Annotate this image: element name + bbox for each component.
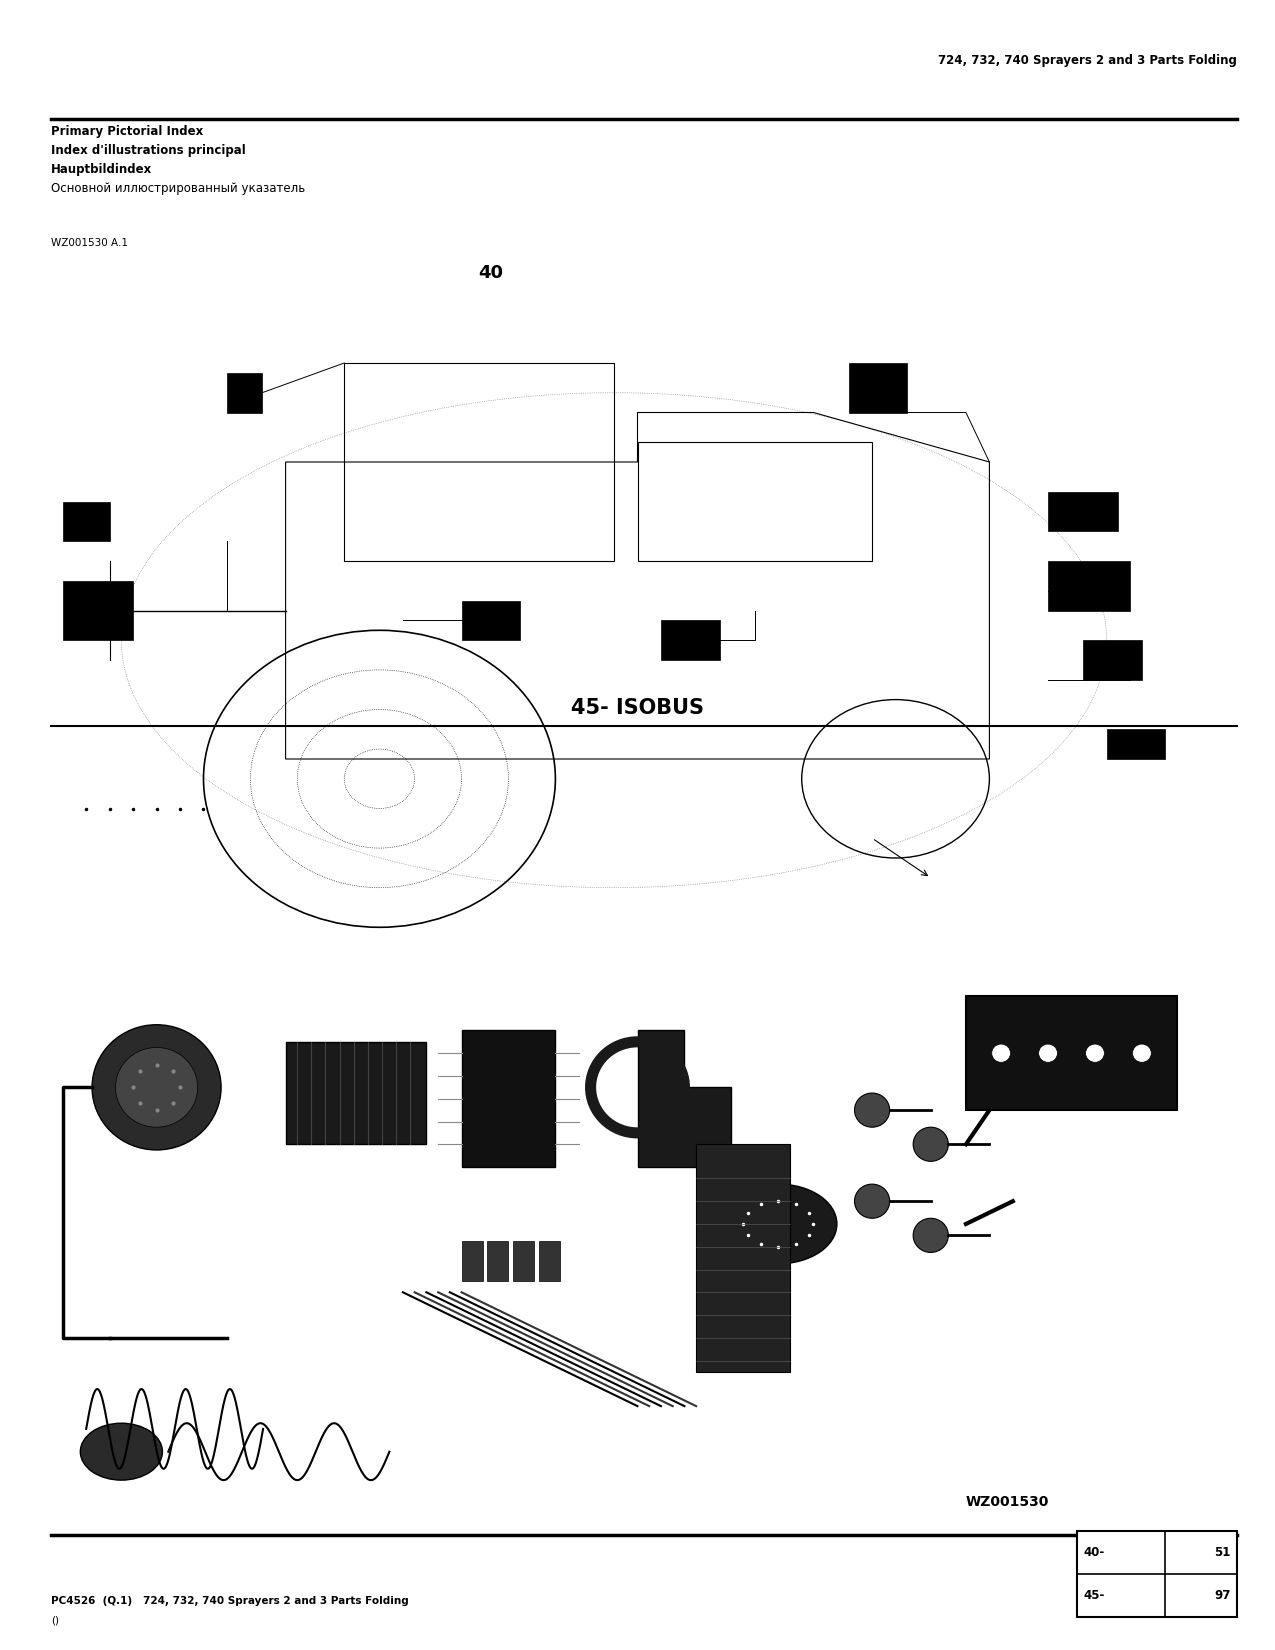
Circle shape (1132, 1044, 1151, 1063)
Bar (62, 502, 110, 541)
Text: (): () (51, 1615, 59, 1625)
Ellipse shape (80, 1424, 162, 1480)
Text: Index d'illustrations principal: Index d'illustrations principal (51, 144, 246, 157)
Bar (487, 1241, 509, 1280)
Text: 45-: 45- (1084, 1589, 1105, 1602)
Text: 45- ISOBUS: 45- ISOBUS (571, 698, 704, 718)
Circle shape (92, 1025, 221, 1150)
Bar (1048, 492, 1118, 531)
Text: Primary Pictorial Index: Primary Pictorial Index (51, 125, 203, 139)
Text: 40: 40 (478, 264, 504, 282)
Bar (462, 1241, 483, 1280)
Circle shape (913, 1218, 949, 1252)
Ellipse shape (719, 1185, 836, 1264)
Text: 97: 97 (1214, 1589, 1230, 1602)
Text: Hauptbildindex: Hauptbildindex (51, 163, 152, 177)
Bar (462, 601, 520, 640)
Circle shape (913, 1127, 949, 1162)
Circle shape (1039, 1044, 1057, 1063)
Bar (1048, 561, 1130, 610)
Bar (966, 997, 1177, 1110)
Bar (849, 363, 908, 412)
Circle shape (1085, 1044, 1104, 1063)
Bar (227, 373, 263, 412)
Text: Основной иллюстрированный указатель: Основной иллюстрированный указатель (51, 182, 305, 195)
Text: 724, 732, 740 Sprayers 2 and 3 Parts Folding: 724, 732, 740 Sprayers 2 and 3 Parts Fol… (938, 54, 1237, 68)
Text: 51: 51 (1214, 1546, 1230, 1559)
Text: 3: 3 (1216, 1596, 1224, 1605)
Circle shape (854, 1185, 890, 1218)
Polygon shape (638, 1030, 732, 1167)
Bar (660, 620, 719, 660)
Text: WZ001530: WZ001530 (966, 1495, 1049, 1508)
Circle shape (116, 1048, 198, 1127)
Bar (62, 581, 133, 640)
Text: WZ001530 A.1: WZ001530 A.1 (51, 238, 128, 248)
Bar (539, 1241, 560, 1280)
Text: 40-: 40- (1084, 1546, 1105, 1559)
Bar (696, 1145, 790, 1373)
Circle shape (854, 1092, 890, 1127)
Text: PC4526  (Q.1)   724, 732, 740 Sprayers 2 and 3 Parts Folding: PC4526 (Q.1) 724, 732, 740 Sprayers 2 an… (51, 1596, 409, 1605)
Bar (1107, 729, 1165, 759)
Polygon shape (286, 1041, 426, 1145)
Bar (513, 1241, 534, 1280)
Bar (462, 1030, 556, 1167)
Bar (1077, 1531, 1237, 1617)
Bar (1084, 640, 1142, 680)
Circle shape (992, 1044, 1011, 1063)
